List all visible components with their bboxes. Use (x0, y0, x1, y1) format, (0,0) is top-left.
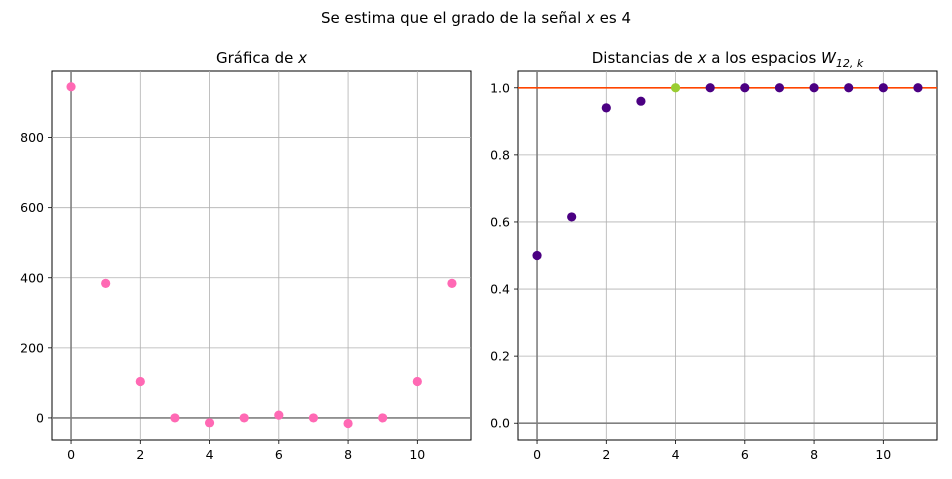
subplot-distances-title-var: x (697, 49, 707, 67)
subplot-distances-ytick-label-0.2: 0.2 (490, 349, 510, 364)
figure-title-prefix: Se estima que el grado de la señal (320, 9, 587, 27)
subplot-distances-title-mid: a los espacios (706, 49, 821, 67)
subplot-signal-point-5 (239, 413, 249, 423)
subplot-distances-xtick-label-10: 10 (875, 447, 891, 462)
subplot-signal-point-9 (378, 413, 388, 423)
subplot-distances-ytick-label-0.4: 0.4 (490, 282, 510, 297)
subplot-distances-xtick-label-8: 8 (810, 447, 818, 462)
subplot-distances-xtick-label-6: 6 (741, 447, 749, 462)
subplot-distances-point-1 (567, 212, 577, 222)
subplot-distances-xtick-label-0: 0 (533, 447, 541, 462)
subplot-distances-grid (518, 71, 937, 440)
subplot-signal-point-10 (412, 376, 422, 387)
subplot-distances-point-3 (636, 96, 646, 106)
subplot-distances-xtick-label-4: 4 (672, 447, 680, 462)
subplot-signal-title-prefix: Gráfica de (216, 49, 298, 67)
subplot-distances-point-0 (532, 250, 542, 261)
subplot-distances-ytick-label-0: 0.0 (490, 416, 510, 431)
subplot-signal-ytick-label-600: 600 (20, 200, 44, 215)
subplot-signal-points (66, 82, 457, 429)
subplot-distances-point-4 (670, 83, 681, 93)
subplot-distances: Distancias de x a los espacios W12, k 0 2… (490, 49, 938, 462)
subplot-signal-axis-lines (52, 71, 471, 440)
subplot-signal-point-3 (170, 413, 180, 423)
subplot-signal-point-1 (101, 278, 111, 288)
subplot-signal-point-2 (135, 376, 145, 387)
subplot-signal-point-8 (343, 418, 353, 429)
subplot-signal-point-7 (308, 413, 319, 423)
subplot-signal-xtick-label-8: 8 (344, 447, 352, 462)
subplot-signal: Gráfica de x 0 2 4 6 8 10 0 200 400 600 800 (20, 49, 472, 462)
subplot-distances-ytick-label-1: 1.0 (490, 80, 510, 95)
subplot-distances-ticks: 0 2 4 6 8 10 0.0 0.2 0.4 0.6 0.8 1.0 (490, 80, 891, 462)
subplot-signal-grid (52, 71, 471, 440)
subplot-signal-ytick-label-800: 800 (20, 130, 44, 145)
subplot-signal-ytick-label-200: 200 (20, 340, 44, 355)
subplot-signal-xtick-label-0: 0 (67, 447, 75, 462)
subplot-distances-point-6 (740, 83, 750, 93)
subplot-distances-frame (517, 70, 938, 441)
subplot-distances-ytick-label-0.8: 0.8 (490, 147, 510, 162)
subplot-signal-title-var: x (297, 49, 307, 67)
subplot-distances-ytick-label-0.6: 0.6 (490, 214, 510, 229)
subplot-distances-point-10 (878, 83, 888, 93)
subplot-signal-ytick-label-400: 400 (20, 270, 44, 285)
subplot-signal-xtick-label-6: 6 (275, 447, 283, 462)
subplot-distances-axis-lines (518, 71, 937, 440)
subplot-signal-point-11 (447, 278, 457, 288)
figure-title-var: x (586, 9, 595, 27)
subplot-distances-points (532, 83, 923, 261)
subplot-distances-point-9 (844, 83, 854, 93)
subplot-signal-frame (51, 70, 472, 441)
subplot-signal-point-4 (204, 418, 215, 428)
subplot-distances-title-subscript: 12, k (836, 57, 864, 70)
subplot-signal-point-0 (66, 82, 76, 92)
subplot-signal-title: Gráfica de x (216, 49, 307, 67)
subplot-distances-title-prefix: Distancias de (592, 49, 698, 67)
subplot-signal-xtick-label-10: 10 (409, 447, 425, 462)
subplot-distances-point-2 (601, 103, 611, 113)
subplot-distances-xtick-label-2: 2 (602, 447, 610, 462)
figure-title-suffix: es 4 (594, 9, 632, 27)
subplot-signal-ytick-label-0: 0 (36, 410, 44, 425)
subplot-distances-point-8 (809, 83, 819, 93)
subplot-distances-title-symbol: W (821, 49, 837, 67)
subplot-signal-point-6 (274, 410, 284, 420)
subplot-signal-xtick-label-2: 2 (136, 447, 144, 462)
subplot-signal-ticks: 0 2 4 6 8 10 0 200 400 600 800 (20, 130, 425, 462)
subplot-distances-point-5 (705, 83, 715, 93)
subplot-distances-point-11 (913, 83, 923, 93)
figure-title: Se estima que el grado de la señal x es … (0, 9, 952, 27)
subplot-distances-point-7 (774, 83, 785, 93)
subplot-distances-title: Distancias de x a los espacios W12, k (592, 49, 864, 70)
subplot-signal-xtick-label-4: 4 (206, 447, 214, 462)
